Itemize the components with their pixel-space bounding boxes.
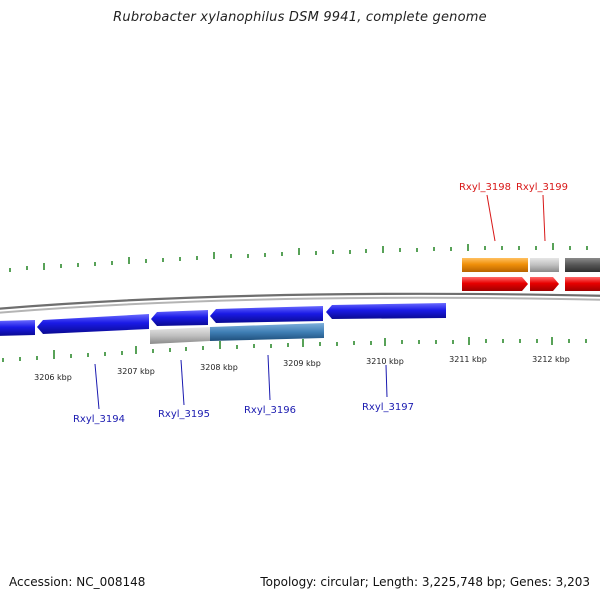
forward-label-leaders <box>486 194 546 242</box>
accession-text: Accession: NC_008148 <box>9 575 146 589</box>
scale-labels: 3206 kbp 3207 kbp 3208 kbp 3209 kbp 3210… <box>34 355 570 382</box>
topology-text: Topology: circular; Length: 3,225,748 bp… <box>260 575 590 589</box>
gene-label-rxyl-3196[interactable]: Rxyl_3196 <box>244 405 296 416</box>
scale-label: 3212 kbp <box>532 355 570 364</box>
gene-rxyl-3199-box[interactable] <box>530 258 559 272</box>
scale-label: 3206 kbp <box>34 373 72 382</box>
gene-label-rxyl-3199[interactable]: Rxyl_3199 <box>516 182 568 193</box>
forward-strand-genes <box>462 258 600 291</box>
scale-label: 3210 kbp <box>366 357 404 366</box>
gene-label-rxyl-3195[interactable]: Rxyl_3195 <box>158 409 210 420</box>
lower-tick-row <box>2 337 587 362</box>
gene-rxyl-3197-arrow[interactable] <box>326 303 446 319</box>
gene-rxyl-3196-arrow[interactable] <box>210 306 323 323</box>
reverse-strand-genes <box>0 303 446 344</box>
gene-right-red[interactable] <box>565 277 600 291</box>
gene-labels: Rxyl_3194 Rxyl_3195 Rxyl_3196 Rxyl_3197 … <box>73 182 568 425</box>
gene-label-rxyl-3198[interactable]: Rxyl_3198 <box>459 182 511 193</box>
gene-rxyl-3195-arrow[interactable] <box>151 310 208 326</box>
gene-left-edge-arrow[interactable] <box>0 320 35 336</box>
scale-label: 3208 kbp <box>200 363 238 372</box>
gene-label-rxyl-3194[interactable]: Rxyl_3194 <box>73 414 125 425</box>
genome-title: Rubrobacter xylanophilus DSM 9941, compl… <box>113 10 487 25</box>
gene-rxyl-3195-box[interactable] <box>150 327 210 344</box>
gene-rxyl-3199-arrow[interactable] <box>530 277 559 291</box>
scale-label: 3209 kbp <box>283 359 321 368</box>
genome-backbone-inner <box>0 296 600 314</box>
scale-label: 3211 kbp <box>449 355 487 364</box>
gene-rxyl-3196-box[interactable] <box>210 323 324 341</box>
genome-backbone-outer <box>0 292 600 310</box>
scale-label: 3207 kbp <box>117 367 155 376</box>
gene-rxyl-3198-arrow[interactable] <box>462 277 528 291</box>
gene-rxyl-3194-arrow[interactable] <box>37 314 149 334</box>
reverse-label-leaders <box>94 354 388 410</box>
gene-label-rxyl-3197[interactable]: Rxyl_3197 <box>362 402 414 413</box>
gene-rxyl-3198-box[interactable] <box>462 258 528 272</box>
upper-tick-row <box>9 243 588 272</box>
gene-dark-box[interactable] <box>565 258 600 272</box>
